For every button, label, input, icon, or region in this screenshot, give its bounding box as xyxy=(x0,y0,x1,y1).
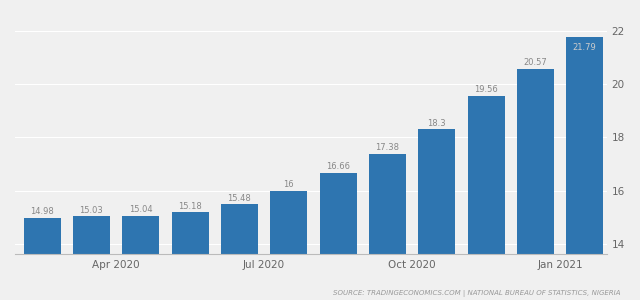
Text: SOURCE: TRADINGECONOMICS.COM | NATIONAL BUREAU OF STATISTICS, NIGERIA: SOURCE: TRADINGECONOMICS.COM | NATIONAL … xyxy=(333,290,621,297)
Text: 19.56: 19.56 xyxy=(474,85,498,94)
Text: 21.79: 21.79 xyxy=(573,43,596,52)
Text: 14.98: 14.98 xyxy=(30,207,54,216)
Bar xyxy=(319,173,356,300)
Text: 20.57: 20.57 xyxy=(524,58,547,67)
Text: 16: 16 xyxy=(284,180,294,189)
Bar xyxy=(418,129,455,300)
Text: 18.3: 18.3 xyxy=(428,118,446,127)
Bar xyxy=(566,37,603,300)
Bar xyxy=(172,212,209,300)
Text: 15.03: 15.03 xyxy=(79,206,103,214)
Bar xyxy=(369,154,406,300)
Bar xyxy=(73,216,110,300)
Bar xyxy=(468,96,504,300)
Text: 15.48: 15.48 xyxy=(228,194,252,202)
Bar xyxy=(122,216,159,300)
Text: 17.38: 17.38 xyxy=(376,143,399,152)
Text: 15.04: 15.04 xyxy=(129,205,152,214)
Text: 15.18: 15.18 xyxy=(178,202,202,211)
Bar xyxy=(221,204,258,300)
Bar xyxy=(517,69,554,300)
Bar xyxy=(24,218,61,300)
Bar xyxy=(270,190,307,300)
Text: 16.66: 16.66 xyxy=(326,162,350,171)
